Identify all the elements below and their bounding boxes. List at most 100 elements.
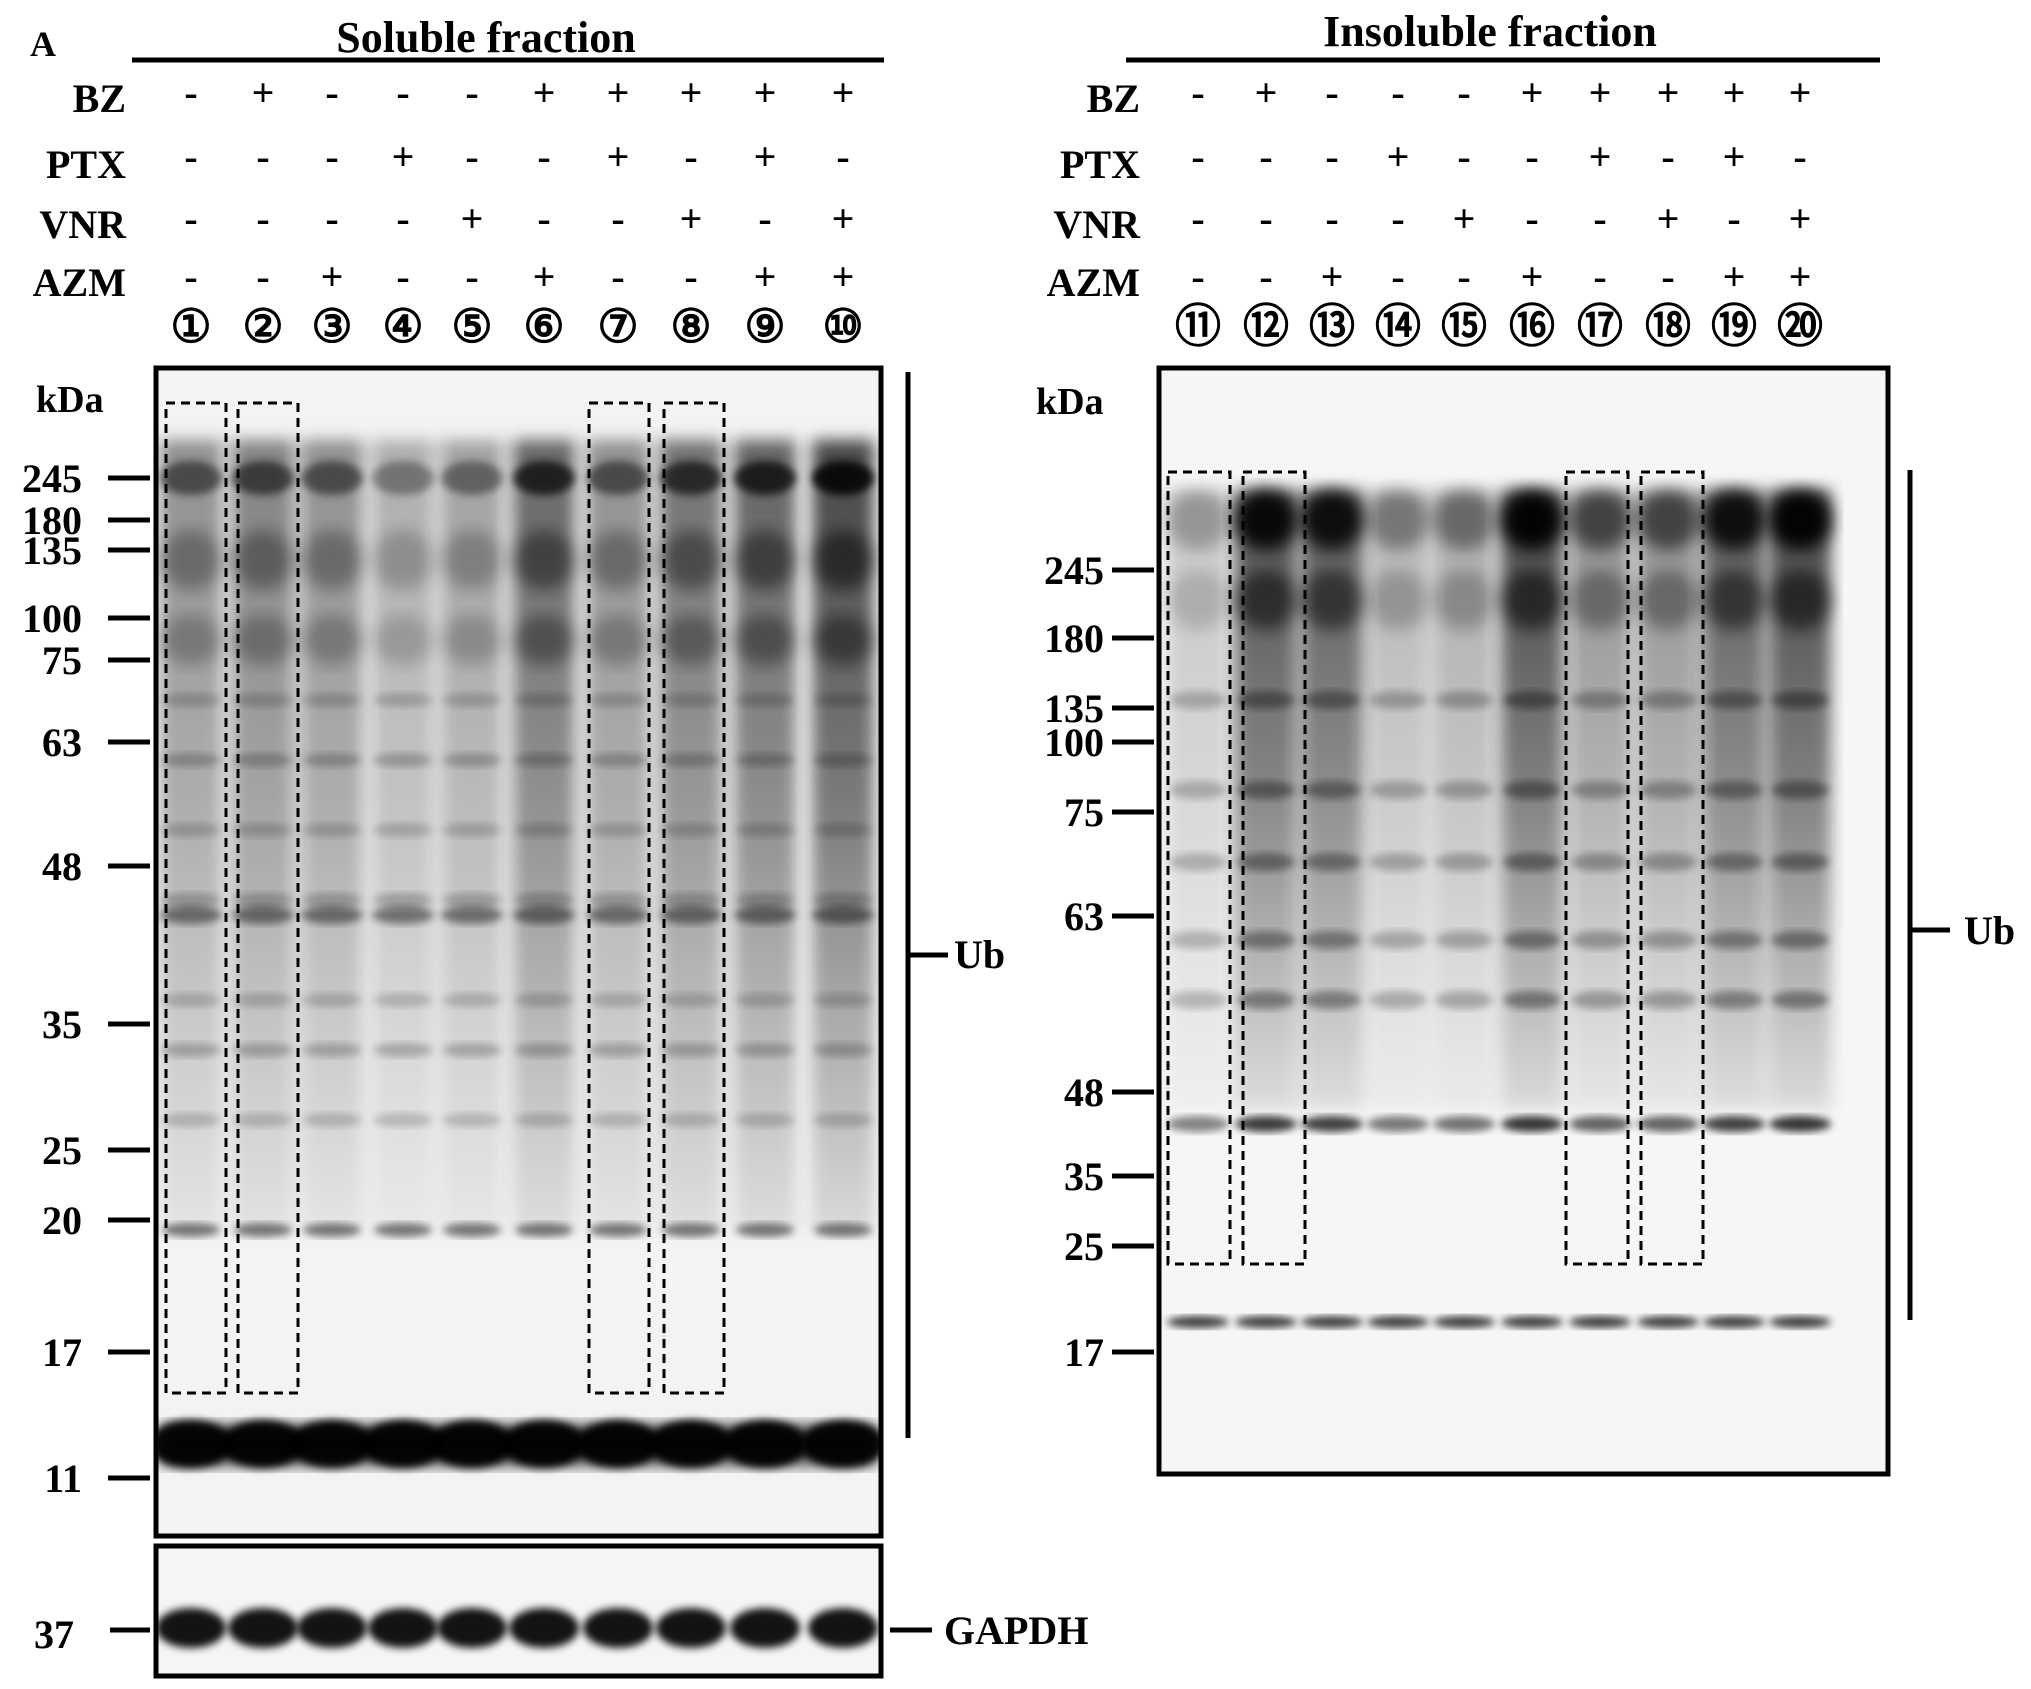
treatment-sign-ptx-lane-8: - xyxy=(1661,134,1674,179)
blot-band xyxy=(1435,781,1493,799)
treatment-sign-ptx-lane-1: - xyxy=(1191,134,1204,179)
blot-band xyxy=(1369,991,1427,1009)
blot-band xyxy=(161,615,221,665)
blot-band xyxy=(588,1113,648,1127)
blot-band xyxy=(1705,931,1763,949)
blot-band xyxy=(514,1043,574,1057)
blot-band xyxy=(1502,570,1562,630)
treatment-sign-vnr-lane-7: - xyxy=(611,196,624,241)
blot-band xyxy=(233,1043,293,1057)
marker-label-25: 25 xyxy=(1064,1224,1104,1269)
blot-band xyxy=(734,906,796,924)
blot-band xyxy=(373,615,433,665)
blot-band xyxy=(661,615,721,665)
blot-band xyxy=(1435,853,1493,871)
blot-band xyxy=(233,1113,293,1127)
highlight-box-lane-11 xyxy=(1166,470,1232,1266)
blot-band xyxy=(1368,570,1428,630)
blot-band xyxy=(302,993,362,1007)
insoluble-treatment-grid: - + - - - + + + + + - - - + - - + - + - - - - - + - - + - + - - + - - + - - + + xyxy=(1191,70,1811,299)
treatment-sign-vnr-lane-2: - xyxy=(256,196,269,241)
marker-label-63: 63 xyxy=(42,720,82,765)
treatment-sign-ptx-lane-9: + xyxy=(754,134,777,179)
blot-band xyxy=(661,1043,721,1057)
blot-band xyxy=(1169,931,1227,949)
lane-number-3: ⑬ xyxy=(1309,301,1355,352)
blot-band xyxy=(735,993,795,1007)
blot-band xyxy=(812,906,874,924)
treatment-sign-azm-lane-8: - xyxy=(1661,254,1674,299)
blot-band xyxy=(1571,991,1629,1009)
treatment-sign-azm-lane-3: + xyxy=(1321,254,1344,299)
blot-band xyxy=(373,693,433,707)
blot-band xyxy=(1503,931,1561,949)
treatment-sign-bz-lane-3: - xyxy=(1325,70,1338,115)
blot-band xyxy=(442,823,502,837)
marker-label-245: 245 xyxy=(22,456,82,501)
marker-label-63: 63 xyxy=(1064,894,1104,939)
lane-number-3: ③ xyxy=(311,301,352,352)
marker-label-180: 180 xyxy=(22,498,82,543)
treatment-sign-azm-lane-8: - xyxy=(684,254,697,299)
treatment-sign-ptx-lane-5: - xyxy=(1457,134,1470,179)
blot-band xyxy=(1167,490,1229,550)
blot-band xyxy=(813,1043,873,1057)
blot-band xyxy=(1639,991,1697,1009)
marker-label-135: 135 xyxy=(22,528,82,573)
treatment-sign-vnr-lane-4: - xyxy=(396,196,409,241)
highlight-box-lane-2 xyxy=(236,401,300,1395)
treatment-sign-bz-lane-1: - xyxy=(184,70,197,115)
treatment-label-bz: BZ xyxy=(73,76,126,121)
treatment-sign-azm-lane-1: - xyxy=(1191,254,1204,299)
blot-band xyxy=(1771,931,1829,949)
treatment-sign-bz-lane-5: - xyxy=(1457,70,1470,115)
treatment-sign-vnr-lane-5: + xyxy=(1453,196,1476,241)
blot-band xyxy=(588,530,648,590)
blot-band xyxy=(441,906,503,924)
treatment-label-ptx: PTX xyxy=(1060,142,1140,187)
treatment-sign-azm-lane-5: - xyxy=(1457,254,1470,299)
marker-label-17: 17 xyxy=(42,1330,82,1375)
blot-band xyxy=(1435,991,1493,1009)
lane-number-7: ⑰ xyxy=(1577,301,1623,352)
blot-band xyxy=(233,823,293,837)
blot-band xyxy=(302,693,362,707)
blot-band xyxy=(302,823,362,837)
blot-band xyxy=(302,615,362,665)
treatment-sign-vnr-lane-3: - xyxy=(1325,196,1338,241)
blot-band xyxy=(730,1608,800,1648)
blot-band xyxy=(442,1043,502,1057)
blot-band xyxy=(735,1113,795,1127)
blot-band xyxy=(1303,931,1361,949)
blot-band xyxy=(735,753,795,767)
highlight-box-lane-18 xyxy=(1639,470,1705,1266)
blot-band xyxy=(1639,931,1697,949)
gapdh-blot-frame xyxy=(153,1543,884,1679)
soluble-fraction-title: Soluble fraction xyxy=(336,13,635,62)
treatment-sign-vnr-lane-8: + xyxy=(1657,196,1680,241)
blot-band xyxy=(443,1223,501,1237)
blot-band xyxy=(813,693,873,707)
blot-band xyxy=(1503,781,1561,799)
treatment-sign-azm-lane-7: - xyxy=(611,254,624,299)
blot-band xyxy=(161,693,221,707)
treatment-sign-bz-lane-6: + xyxy=(1521,70,1544,115)
treatment-sign-ptx-lane-2: - xyxy=(256,134,269,179)
blot-band xyxy=(1237,931,1295,949)
soluble-kda-label: kDa xyxy=(36,379,104,421)
lane-number-10: ⑳ xyxy=(1777,301,1823,352)
insoluble-ub-label: Ub xyxy=(1964,908,2015,953)
panel-label: A xyxy=(30,24,56,64)
treatment-sign-ptx-lane-10: - xyxy=(836,134,849,179)
blot-band xyxy=(232,906,294,924)
blot-band xyxy=(161,823,221,837)
blot-band xyxy=(1704,570,1764,630)
lane-number-5: ⑮ xyxy=(1441,301,1487,352)
treatment-sign-vnr-lane-10: + xyxy=(832,196,855,241)
treatment-sign-azm-lane-9: + xyxy=(754,254,777,299)
treatment-sign-vnr-lane-7: - xyxy=(1593,196,1606,241)
treatment-sign-bz-lane-6: + xyxy=(533,70,556,115)
highlight-box-lane-8 xyxy=(662,401,726,1395)
blot-band xyxy=(1639,853,1697,871)
